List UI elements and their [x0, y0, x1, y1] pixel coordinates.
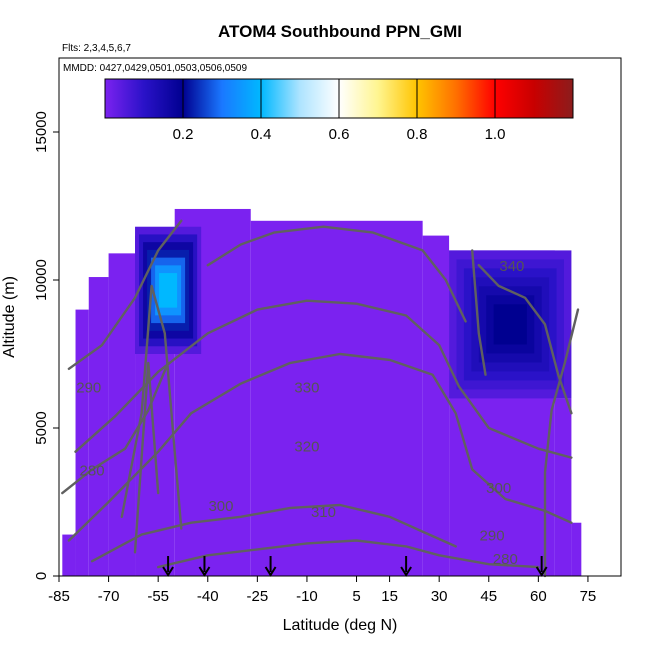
coverage-column	[89, 277, 109, 576]
coverage-column	[251, 221, 423, 576]
contour-label: 340	[499, 258, 524, 275]
colorbar-tick-label: 0.2	[173, 126, 194, 143]
x-tick-label: -10	[296, 588, 318, 605]
x-tick-label: 45	[480, 588, 497, 605]
colorbar: 0.2 0.4 0.6 0.8 1.0	[105, 79, 573, 143]
coverage-column	[423, 236, 449, 576]
contour-label: 300	[208, 498, 233, 515]
contour-label: 300	[486, 480, 511, 497]
x-tick-label: 30	[431, 588, 448, 605]
y-axis: 0 5000 10000 15000	[33, 111, 59, 580]
coverage-column	[571, 523, 581, 576]
x-tick-label: -70	[98, 588, 120, 605]
y-tick-label: 5000	[33, 411, 50, 444]
chart-title: ATOM4 Southbound PPN_GMI	[218, 22, 462, 41]
x-axis: -85 -70 -55 -40 -25 -10 5 15 30 45 60 75	[48, 576, 596, 605]
enhancement-layer	[159, 273, 177, 308]
y-axis-label: Altitude (m)	[1, 276, 18, 358]
contour-label: 320	[294, 439, 319, 456]
colorbar-tick-label: 0.8	[407, 126, 428, 143]
dates-subtitle: MMDD: 0427,0429,0501,0503,0506,0509	[63, 63, 247, 74]
y-tick-label: 10000	[33, 259, 50, 301]
contour-label: 310	[311, 504, 336, 521]
colorbar-tick-label: 0.4	[251, 126, 272, 143]
x-tick-label: 60	[530, 588, 547, 605]
x-tick-label: 5	[352, 588, 360, 605]
contour-label: 280	[80, 462, 105, 479]
contour-label: 330	[294, 379, 319, 396]
colorbar-tick-label: 0.6	[329, 126, 350, 143]
flights-subtitle: Flts: 2,3,4,5,6,7	[62, 43, 131, 54]
colorbar-tick-label: 1.0	[485, 126, 506, 143]
x-tick-label: -55	[147, 588, 169, 605]
y-tick-label: 15000	[33, 111, 50, 153]
x-tick-label: -25	[247, 588, 269, 605]
x-tick-label: 15	[381, 588, 398, 605]
contour-label: 290	[480, 527, 505, 544]
contour-label: 280	[493, 551, 518, 568]
x-tick-label: -40	[197, 588, 219, 605]
coverage-column	[555, 398, 572, 576]
y-tick-label: 0	[33, 572, 50, 580]
x-axis-label: Latitude (deg N)	[283, 617, 398, 634]
enhancement-layer	[494, 304, 527, 344]
chart: ATOM4 Southbound PPN_GMI Flts: 2,3,4,5,6…	[0, 0, 650, 650]
x-tick-label: 75	[580, 588, 597, 605]
x-tick-label: -85	[48, 588, 70, 605]
contour-label: 290	[76, 379, 101, 396]
